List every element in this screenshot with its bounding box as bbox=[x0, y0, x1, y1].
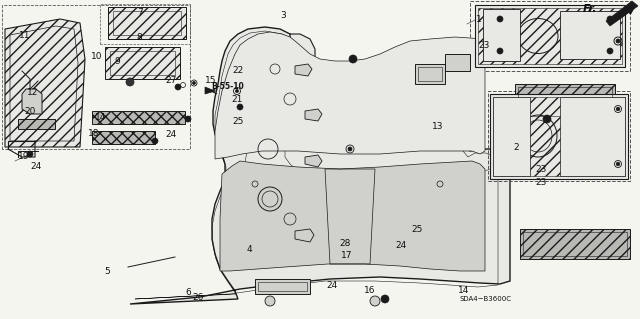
Text: 1: 1 bbox=[476, 15, 481, 24]
Text: 24: 24 bbox=[165, 130, 177, 139]
Text: 28: 28 bbox=[339, 239, 351, 248]
Polygon shape bbox=[606, 1, 638, 26]
Text: 24: 24 bbox=[395, 241, 406, 250]
Polygon shape bbox=[5, 19, 85, 147]
Circle shape bbox=[381, 295, 389, 303]
Polygon shape bbox=[130, 27, 510, 304]
Polygon shape bbox=[493, 97, 530, 176]
Circle shape bbox=[616, 107, 620, 111]
Text: 16: 16 bbox=[364, 286, 375, 295]
Polygon shape bbox=[295, 229, 314, 242]
Text: 10: 10 bbox=[91, 52, 102, 61]
Circle shape bbox=[616, 162, 620, 166]
Text: 6: 6 bbox=[186, 288, 191, 297]
Circle shape bbox=[349, 55, 357, 63]
Circle shape bbox=[348, 147, 352, 151]
Text: B-55-10: B-55-10 bbox=[211, 82, 244, 91]
Text: 26: 26 bbox=[192, 293, 204, 302]
Text: 14: 14 bbox=[458, 286, 469, 295]
Circle shape bbox=[616, 39, 620, 43]
Text: 25: 25 bbox=[412, 225, 423, 234]
Circle shape bbox=[152, 138, 158, 144]
Polygon shape bbox=[515, 84, 615, 119]
Text: 23: 23 bbox=[479, 41, 490, 50]
Text: 23: 23 bbox=[535, 165, 547, 174]
Circle shape bbox=[497, 48, 503, 54]
Text: 17: 17 bbox=[340, 251, 352, 260]
Text: 8: 8 bbox=[136, 33, 142, 42]
Bar bbox=[488, 91, 630, 181]
Polygon shape bbox=[92, 131, 155, 144]
Polygon shape bbox=[560, 97, 625, 176]
Text: 20: 20 bbox=[24, 107, 36, 116]
Text: Fr.: Fr. bbox=[583, 4, 597, 14]
Text: 19: 19 bbox=[18, 152, 29, 161]
Polygon shape bbox=[105, 47, 180, 79]
Text: 3: 3 bbox=[280, 11, 286, 20]
Polygon shape bbox=[22, 89, 42, 114]
Text: 11: 11 bbox=[19, 31, 31, 40]
Polygon shape bbox=[415, 64, 445, 84]
Text: 27: 27 bbox=[165, 76, 177, 85]
Polygon shape bbox=[108, 7, 186, 39]
Polygon shape bbox=[255, 279, 310, 294]
Text: 9: 9 bbox=[114, 57, 120, 66]
Text: 18: 18 bbox=[88, 129, 100, 138]
Bar bbox=[470, 1, 630, 71]
Circle shape bbox=[193, 81, 195, 85]
Circle shape bbox=[497, 16, 503, 22]
Polygon shape bbox=[205, 87, 215, 94]
Polygon shape bbox=[490, 94, 628, 179]
Polygon shape bbox=[560, 11, 620, 59]
Polygon shape bbox=[295, 64, 312, 76]
Circle shape bbox=[185, 116, 191, 122]
Text: 12: 12 bbox=[27, 88, 38, 97]
Text: 5: 5 bbox=[104, 267, 110, 276]
Circle shape bbox=[520, 130, 528, 138]
Polygon shape bbox=[305, 109, 322, 121]
Text: 15: 15 bbox=[205, 76, 216, 85]
Text: 24: 24 bbox=[31, 162, 42, 171]
Text: 13: 13 bbox=[432, 122, 444, 131]
Circle shape bbox=[607, 48, 613, 54]
Polygon shape bbox=[475, 5, 625, 67]
Text: 25: 25 bbox=[232, 117, 244, 126]
Text: 14: 14 bbox=[95, 113, 106, 122]
Circle shape bbox=[237, 104, 243, 110]
Polygon shape bbox=[305, 155, 322, 167]
Circle shape bbox=[27, 151, 33, 157]
Text: 24: 24 bbox=[326, 281, 338, 290]
Polygon shape bbox=[18, 119, 55, 129]
Circle shape bbox=[543, 115, 551, 123]
Text: 2: 2 bbox=[513, 143, 519, 152]
Text: 4: 4 bbox=[246, 245, 252, 254]
Text: SDA4−B3600C: SDA4−B3600C bbox=[460, 296, 511, 302]
Polygon shape bbox=[220, 161, 485, 271]
Circle shape bbox=[126, 78, 134, 86]
Circle shape bbox=[236, 90, 239, 93]
Polygon shape bbox=[238, 34, 320, 274]
Text: 21: 21 bbox=[232, 95, 243, 104]
Circle shape bbox=[265, 296, 275, 306]
Polygon shape bbox=[483, 9, 520, 61]
Text: 7: 7 bbox=[138, 8, 143, 17]
Circle shape bbox=[607, 16, 613, 22]
Polygon shape bbox=[520, 229, 630, 259]
Polygon shape bbox=[92, 111, 185, 124]
Polygon shape bbox=[445, 54, 470, 71]
Polygon shape bbox=[215, 32, 485, 159]
Text: 23: 23 bbox=[535, 178, 547, 187]
Circle shape bbox=[370, 296, 380, 306]
Text: 22: 22 bbox=[232, 66, 244, 75]
Circle shape bbox=[175, 84, 181, 90]
